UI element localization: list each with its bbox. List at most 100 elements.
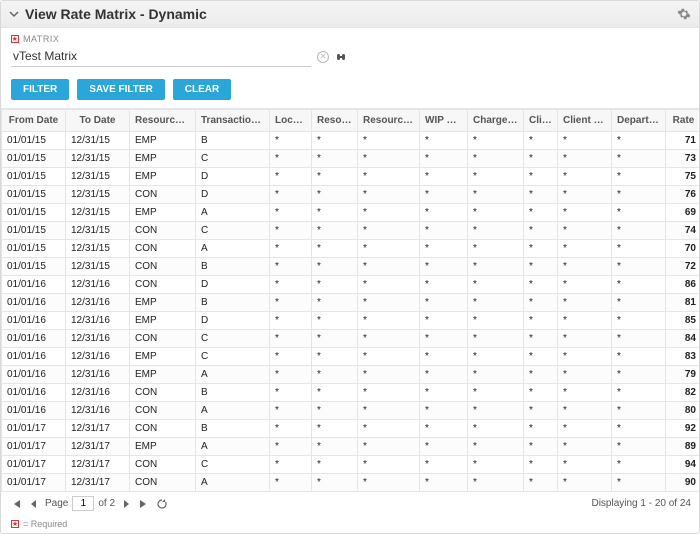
table-row[interactable]: 01/01/1612/31/16EMPB********81 — [2, 294, 700, 312]
table-cell: * — [558, 276, 612, 294]
table-cell: * — [358, 456, 420, 474]
table-cell: 01/01/15 — [2, 222, 66, 240]
table-cell: 01/01/15 — [2, 132, 66, 150]
table-cell: C — [196, 348, 270, 366]
table-row[interactable]: 01/01/1512/31/15CONA********70 — [2, 240, 700, 258]
table-cell: 12/31/16 — [66, 276, 130, 294]
table-row[interactable]: 01/01/1712/31/17CONC********94 — [2, 456, 700, 474]
column-header[interactable]: Rate — [666, 110, 700, 132]
panel-title: View Rate Matrix - Dynamic — [25, 6, 677, 22]
column-header[interactable]: Charge Code — [468, 110, 524, 132]
filter-area: ★ MATRIX ✕ — [1, 28, 699, 79]
table-cell: 12/31/16 — [66, 294, 130, 312]
table-cell: 12/31/15 — [66, 168, 130, 186]
table-row[interactable]: 01/01/1712/31/17CONB********92 — [2, 420, 700, 438]
table-cell: CON — [130, 276, 196, 294]
matrix-field-label: ★ MATRIX — [11, 34, 689, 44]
table-cell: * — [420, 456, 468, 474]
column-header[interactable]: Client — [524, 110, 558, 132]
table-cell: CON — [130, 402, 196, 420]
save-filter-button[interactable]: SAVE FILTER — [77, 79, 165, 100]
table-cell: * — [524, 456, 558, 474]
table-cell: 01/01/15 — [2, 204, 66, 222]
table-cell: B — [196, 258, 270, 276]
table-row[interactable]: 01/01/1612/31/16CONB********82 — [2, 384, 700, 402]
last-page-icon[interactable] — [137, 497, 151, 511]
table-row[interactable]: 01/01/1612/31/16EMPA********79 — [2, 366, 700, 384]
table-row[interactable]: 01/01/1512/31/15EMPA********69 — [2, 204, 700, 222]
table-cell: * — [312, 240, 358, 258]
table-cell: 12/31/16 — [66, 366, 130, 384]
table-row[interactable]: 01/01/1612/31/16CONC********84 — [2, 330, 700, 348]
table-cell: * — [524, 240, 558, 258]
table-cell: CON — [130, 330, 196, 348]
table-cell: 70 — [666, 240, 700, 258]
table-cell: C — [196, 222, 270, 240]
table-row[interactable]: 01/01/1512/31/15EMPD********75 — [2, 168, 700, 186]
column-header[interactable]: Client Class — [558, 110, 612, 132]
refresh-icon[interactable] — [155, 497, 169, 511]
matrix-input[interactable] — [11, 46, 311, 67]
table-row[interactable]: 01/01/1712/31/17CONA********90 — [2, 474, 700, 492]
grid-body: 01/01/1512/31/15EMPB********7101/01/1512… — [2, 132, 700, 492]
table-cell: * — [558, 402, 612, 420]
table-row[interactable]: 01/01/1512/31/15CONC********74 — [2, 222, 700, 240]
table-row[interactable]: 01/01/1612/31/16EMPC********83 — [2, 348, 700, 366]
table-row[interactable]: 01/01/1512/31/15EMPB********71 — [2, 132, 700, 150]
first-page-icon[interactable] — [9, 497, 23, 511]
table-cell: * — [312, 294, 358, 312]
next-page-icon[interactable] — [119, 497, 133, 511]
column-header[interactable]: Resource Role — [358, 110, 420, 132]
table-row[interactable]: 01/01/1612/31/16COND********86 — [2, 276, 700, 294]
table-cell: D — [196, 312, 270, 330]
display-count-label: Displaying 1 - 20 of 24 — [591, 498, 691, 509]
table-cell: C — [196, 150, 270, 168]
column-header[interactable]: Transaction Class — [196, 110, 270, 132]
table-cell: 12/31/16 — [66, 348, 130, 366]
column-header[interactable]: WIP Class — [420, 110, 468, 132]
table-cell: * — [270, 384, 312, 402]
table-cell: 12/31/16 — [66, 312, 130, 330]
column-header[interactable]: Resource Class — [130, 110, 196, 132]
column-header[interactable]: Department — [612, 110, 666, 132]
table-cell: * — [468, 474, 524, 492]
column-header[interactable]: From Date — [2, 110, 66, 132]
column-header[interactable]: Resource — [312, 110, 358, 132]
table-cell: * — [524, 276, 558, 294]
filter-button[interactable]: FILTER — [11, 79, 69, 100]
table-cell: A — [196, 402, 270, 420]
table-cell: * — [468, 438, 524, 456]
table-row[interactable]: 01/01/1612/31/16EMPD********85 — [2, 312, 700, 330]
table-cell: * — [312, 384, 358, 402]
clear-button[interactable]: CLEAR — [173, 79, 231, 100]
table-cell: 12/31/15 — [66, 132, 130, 150]
clear-input-icon[interactable]: ✕ — [317, 51, 329, 63]
lookup-icon[interactable] — [335, 51, 347, 63]
page-number-input[interactable] — [72, 496, 94, 511]
table-cell: 84 — [666, 330, 700, 348]
table-cell: * — [312, 330, 358, 348]
column-header[interactable]: Location — [270, 110, 312, 132]
table-cell: * — [558, 132, 612, 150]
table-cell: * — [612, 420, 666, 438]
table-row[interactable]: 01/01/1512/31/15COND********76 — [2, 186, 700, 204]
table-row[interactable]: 01/01/1512/31/15CONB********72 — [2, 258, 700, 276]
collapse-icon[interactable] — [9, 9, 19, 19]
table-cell: * — [420, 384, 468, 402]
gear-icon[interactable] — [677, 7, 691, 21]
table-cell: * — [612, 402, 666, 420]
column-header[interactable]: To Date — [66, 110, 130, 132]
table-cell: * — [312, 258, 358, 276]
table-row[interactable]: 01/01/1512/31/15EMPC********73 — [2, 150, 700, 168]
table-cell: * — [358, 384, 420, 402]
prev-page-icon[interactable] — [27, 497, 41, 511]
table-cell: * — [270, 258, 312, 276]
table-row[interactable]: 01/01/1612/31/16CONA********80 — [2, 402, 700, 420]
table-cell: 01/01/17 — [2, 474, 66, 492]
table-cell: 01/01/15 — [2, 168, 66, 186]
table-cell: CON — [130, 474, 196, 492]
table-cell: * — [312, 204, 358, 222]
table-row[interactable]: 01/01/1712/31/17EMPA********89 — [2, 438, 700, 456]
table-cell: 12/31/17 — [66, 474, 130, 492]
table-cell: * — [358, 330, 420, 348]
